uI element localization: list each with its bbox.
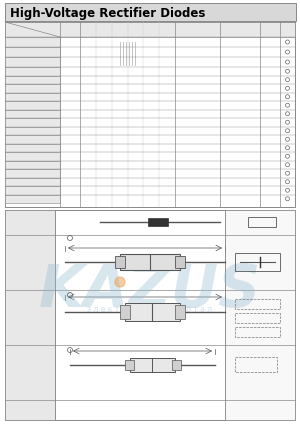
Bar — [5, 178, 60, 186]
Bar — [5, 126, 60, 135]
Text: High-Voltage Rectifier Diodes: High-Voltage Rectifier Diodes — [10, 7, 206, 20]
Bar — [175, 256, 185, 268]
Bar — [5, 161, 60, 169]
Bar — [5, 84, 60, 92]
Bar — [5, 118, 60, 126]
Circle shape — [115, 277, 125, 287]
Bar — [5, 37, 60, 47]
Bar — [5, 135, 60, 143]
Bar — [5, 210, 295, 420]
Bar — [5, 152, 60, 161]
Text: KAZUS: KAZUS — [39, 262, 261, 318]
Bar — [5, 67, 60, 75]
Bar — [175, 305, 185, 319]
Bar — [5, 22, 295, 207]
Bar — [5, 47, 60, 57]
Bar — [5, 22, 295, 37]
Bar — [125, 303, 180, 321]
Bar — [5, 195, 60, 203]
Bar — [115, 256, 125, 268]
Bar — [235, 313, 280, 323]
Bar — [235, 327, 280, 337]
Bar — [120, 305, 130, 319]
Bar — [130, 358, 175, 372]
Bar — [5, 75, 60, 84]
Bar — [148, 218, 168, 226]
Bar — [5, 109, 60, 118]
Bar — [235, 357, 277, 372]
Text: э л е к т р о н н ы й   п о р т а л: э л е к т р о н н ы й п о р т а л — [87, 306, 213, 315]
Bar — [5, 101, 60, 109]
Bar — [5, 186, 60, 195]
Bar — [5, 169, 60, 178]
Bar — [125, 360, 134, 370]
Bar — [235, 253, 280, 271]
Bar — [172, 360, 181, 370]
Bar — [248, 217, 276, 227]
Bar — [225, 210, 295, 420]
Bar — [5, 92, 60, 101]
Bar — [235, 299, 280, 309]
Bar — [5, 210, 55, 420]
Bar — [120, 254, 180, 270]
Bar — [5, 57, 60, 67]
Bar — [5, 143, 60, 152]
Polygon shape — [250, 257, 260, 267]
Bar — [5, 3, 296, 21]
